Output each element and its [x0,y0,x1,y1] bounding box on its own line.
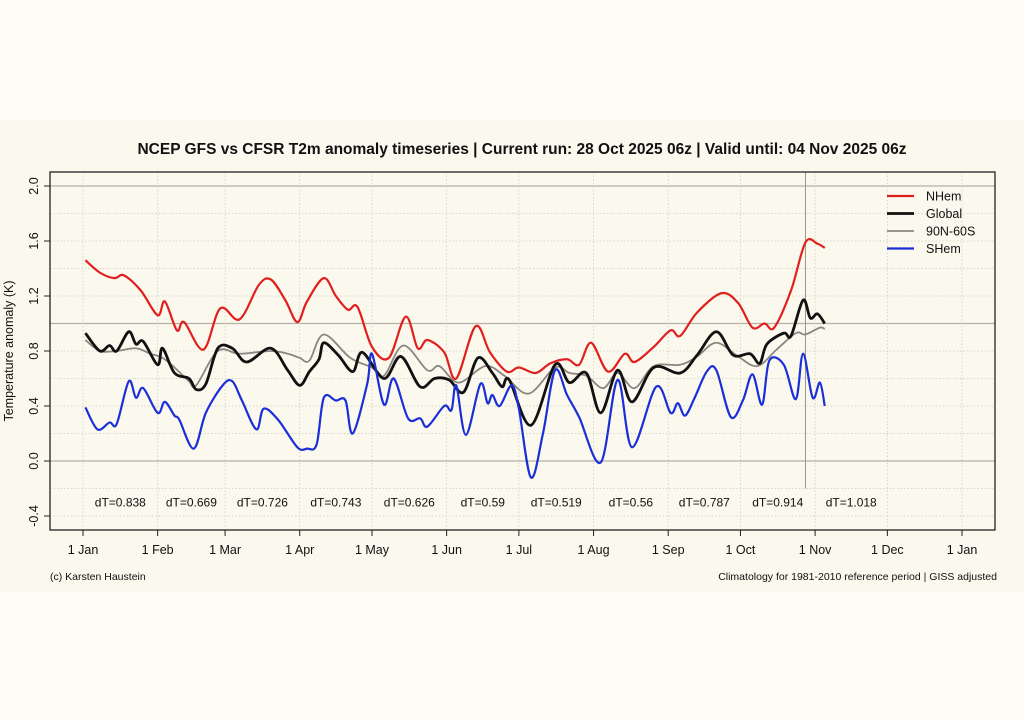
dt-label: dT=0.787 [679,495,730,509]
legend-label: Global [926,207,962,221]
y-tick-label: 0.4 [27,397,41,414]
x-tick-label: 1 Apr [285,543,314,557]
y-tick-label: -0.4 [27,505,41,527]
dt-label: dT=0.914 [752,495,803,509]
y-tick-label: 0.0 [27,452,41,469]
x-tick-label: 1 Jan [947,543,978,557]
legend-label: NHem [926,190,961,204]
footer-credit: (c) Karsten Haustein [50,571,146,583]
dt-label: dT=0.669 [166,495,217,509]
y-tick-label: 2.0 [27,177,41,194]
axes: 1 Jan 1 Feb 1 Mar 1 Apr 1 May 1 Jun 1 Jul 1 Aug… [27,171,996,557]
series-lines [84,238,826,479]
dt-label: dT=0.519 [531,495,582,509]
legend: NHem Global 90N-60S SHem [887,190,975,256]
grid [50,172,995,530]
x-tick-label: 1 Nov [799,543,832,557]
y-tick-label: 1.6 [27,232,41,249]
x-tick-label: 1 Feb [142,543,174,557]
dt-label: dT=0.59 [461,495,506,509]
x-tick-label: 1 Jul [506,543,532,557]
figure-panel [0,120,1024,592]
legend-label: SHem [926,242,961,256]
dt-label: dT=0.626 [384,495,435,509]
footer-note: Climatology for 1981-2010 reference peri… [718,571,997,583]
monthly-dt-labels: dT=0.838 dT=0.669 dT=0.726 dT=0.743 dT=0.626… [95,495,877,509]
y-axis-label: Temperature anomaly (K) [2,280,16,421]
y-tick-label: 0.8 [27,342,41,359]
x-tick-label: 1 Sep [652,543,685,557]
x-tick-label: 1 Jan [68,543,99,557]
y-tick-label: 1.2 [27,287,41,304]
x-tick-label: 1 Jun [431,543,462,557]
x-tick-label: 1 May [355,543,390,557]
series-line-global [84,298,826,427]
x-tick-label: 1 Mar [209,543,241,557]
dt-label: dT=0.838 [95,495,146,509]
dt-label: dT=0.726 [237,495,288,509]
x-tick-label: 1 Oct [726,543,756,557]
chart-title: NCEP GFS vs CFSR T2m anomaly timeseries … [137,141,906,158]
x-tick-label: 1 Dec [871,543,904,557]
dt-label: dT=1.018 [826,495,877,509]
legend-label: 90N-60S [926,225,975,239]
series-line-nhem [84,238,826,380]
x-tick-label: 1 Aug [578,543,610,557]
series-line-90n-60s [84,326,826,395]
plot-frame [49,171,996,531]
dt-label: dT=0.743 [310,495,361,509]
series-line-shem [84,352,826,479]
dt-label: dT=0.56 [609,495,654,509]
